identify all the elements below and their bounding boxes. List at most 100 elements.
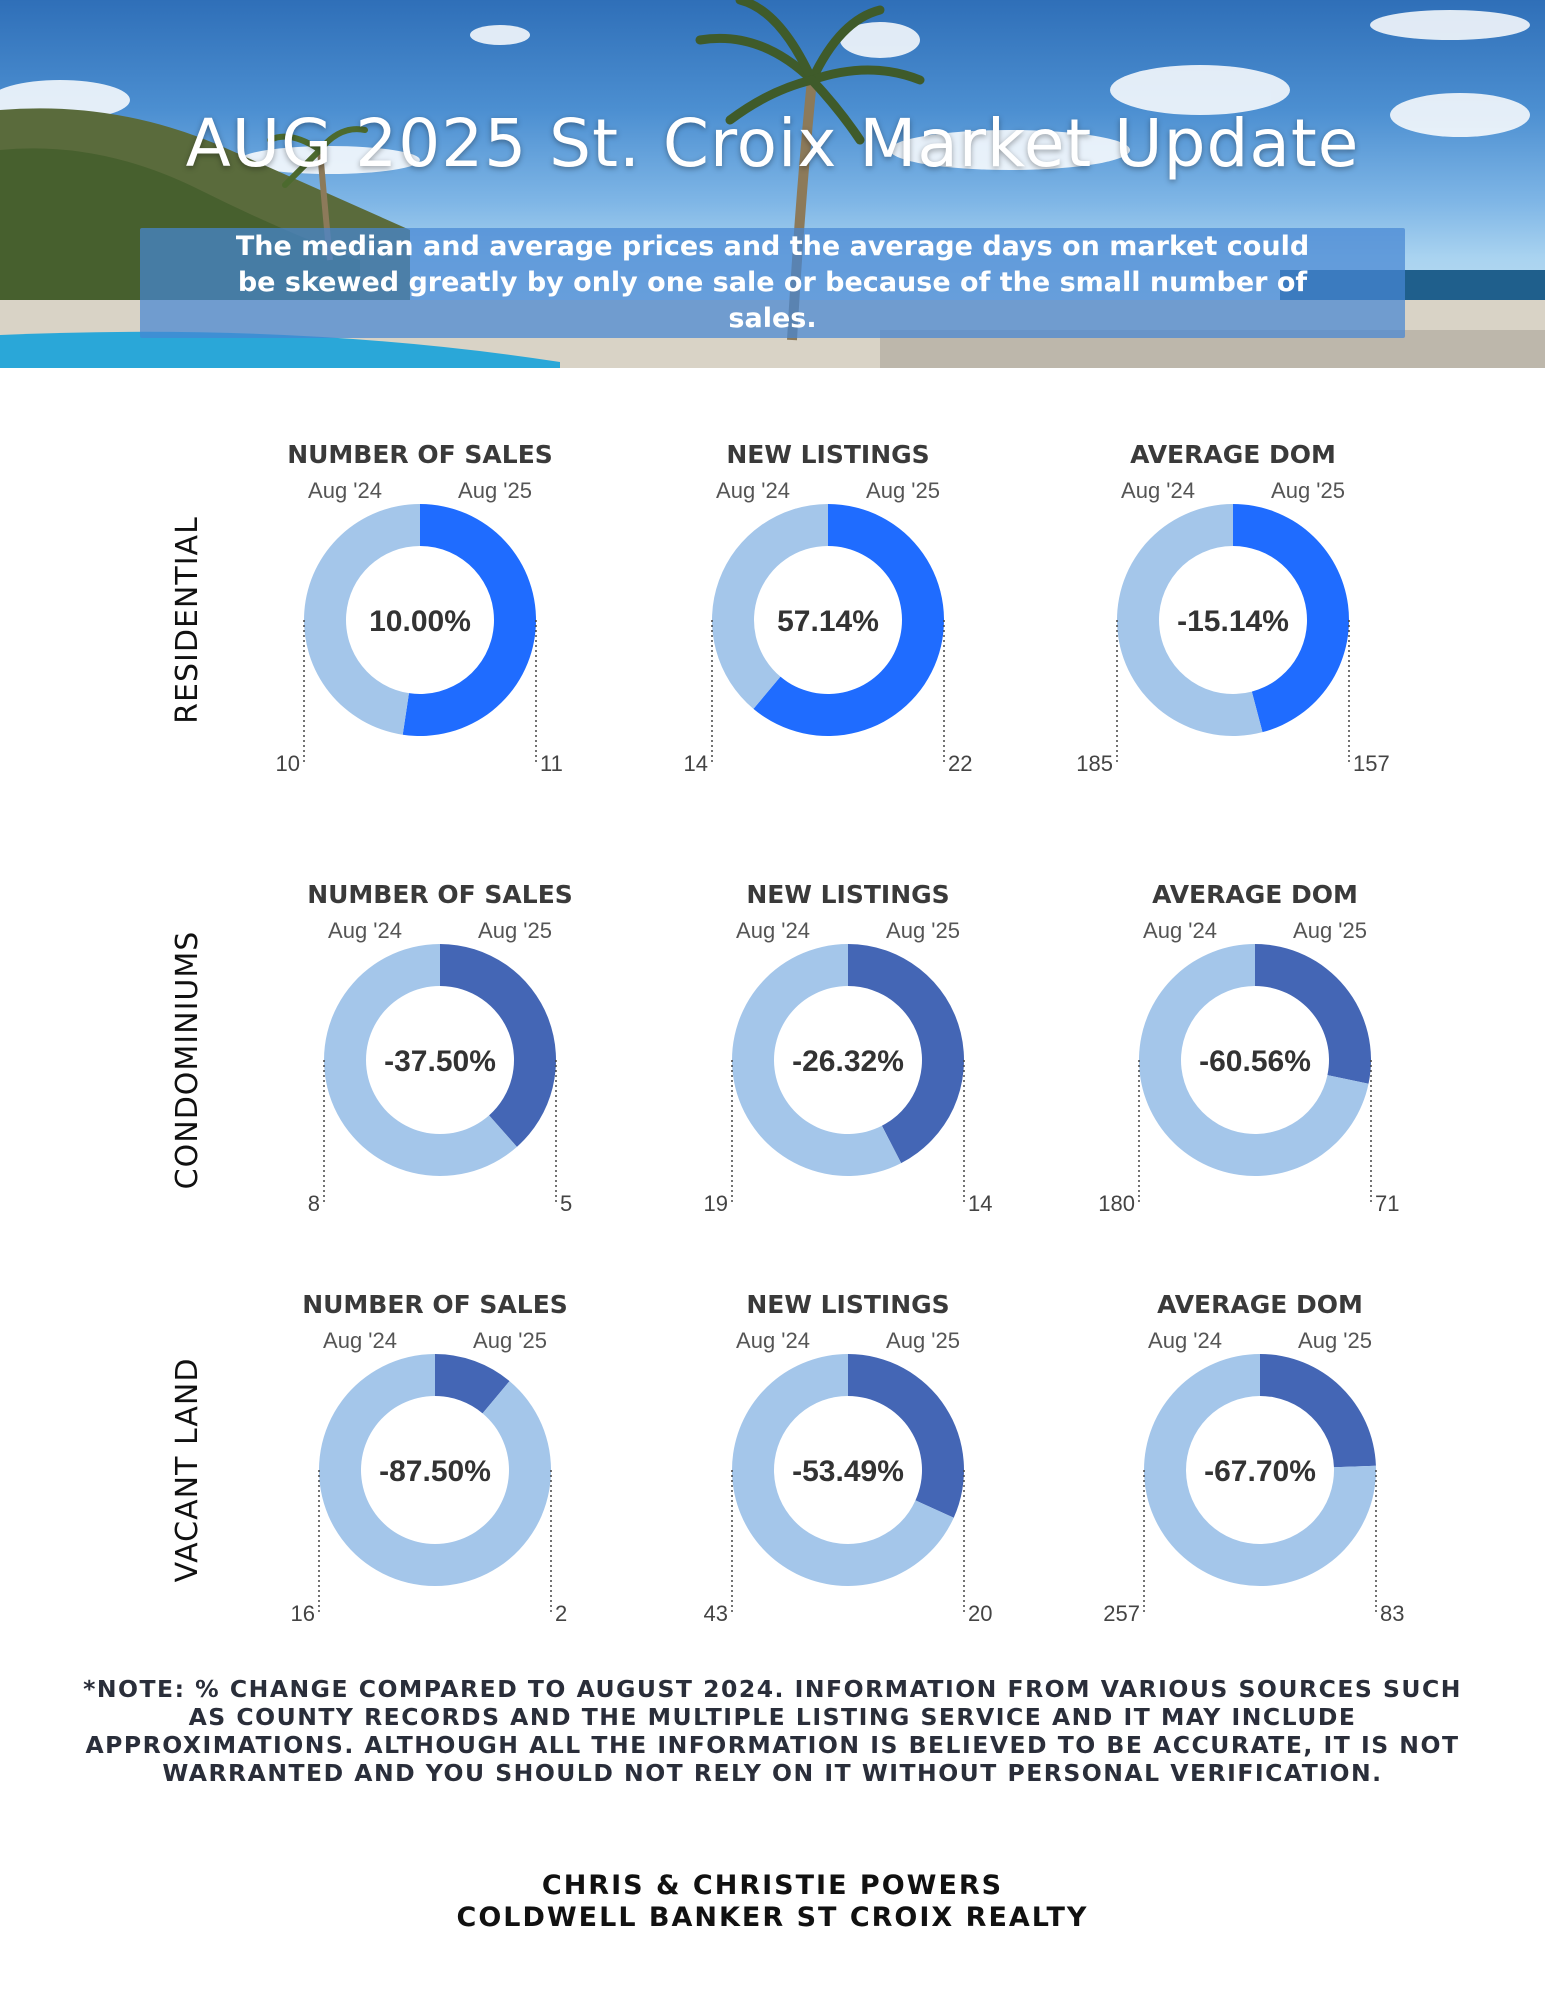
slice-current [1255,944,1371,1084]
chart-title: AVERAGE DOM [1130,440,1336,469]
value-label-current: 14 [968,1191,992,1216]
value-label-prior: 16 [291,1601,315,1626]
legend-label-prior: Aug '24 [736,918,810,943]
value-label-prior: 10 [276,751,300,776]
slice-prior [1139,944,1369,1176]
donut-chart: Aug '24 Aug '25 -15.14% 185 157 [1076,478,1390,776]
donut-chart-panel: NEW LISTINGS Aug '24 Aug '25 57.14% 14 22 [648,440,1008,800]
percent-change-label: -15.14% [1177,605,1289,638]
donut-chart: Aug '24 Aug '25 10.00% 10 11 [276,478,563,776]
value-label-prior: 185 [1076,751,1113,776]
percent-change-label: -37.50% [384,1045,496,1078]
chart-title: NEW LISTINGS [726,440,930,469]
value-label-current: 71 [1375,1191,1399,1216]
slice-current [753,504,944,736]
slice-current [402,504,536,736]
legend-label-current: Aug '25 [886,1328,960,1353]
legend-label-prior: Aug '24 [1121,478,1195,503]
legend-label-prior: Aug '24 [328,918,402,943]
row-label: VACANT LAND [170,1357,205,1583]
donut-chart-panel: AVERAGE DOM Aug '24 Aug '25 -60.56% 180 71 [1075,880,1435,1240]
slice-prior [1144,1354,1376,1586]
brokerage-name: COLDWELL BANKER ST CROIX REALTY [456,1902,1089,1933]
legend-label-prior: Aug '24 [1143,918,1217,943]
percent-change-label: -26.32% [792,1045,904,1078]
legend-label-current: Aug '25 [458,478,532,503]
disclaimer-text: The median and average prices and the av… [235,231,1310,334]
value-label-current: 11 [540,751,563,776]
chart-title: NUMBER OF SALES [307,880,573,909]
percent-change-label: -87.50% [379,1455,491,1488]
page-title: AUG 2025 St. Croix Market Update [185,105,1360,182]
slice-prior [319,1354,551,1586]
chart-title: NUMBER OF SALES [302,1290,568,1319]
chart-title: NUMBER OF SALES [287,440,553,469]
chart-title: NEW LISTINGS [746,1290,950,1319]
row-condominiums: CONDOMINIUMS NUMBER OF SALES Aug '24 Aug '2… [0,880,1545,1240]
percent-change-label: -60.56% [1199,1045,1311,1078]
donut-chart-panel: NUMBER OF SALES Aug '24 Aug '25 -87.50% 16 2 [255,1290,615,1650]
slice-prior [1117,504,1263,736]
value-label-prior: 43 [704,1601,728,1626]
value-label-current: 5 [560,1191,572,1216]
slice-current [440,944,556,1147]
value-label-prior: 8 [308,1191,320,1216]
slice-current [848,1354,964,1518]
donut-chart: Aug '24 Aug '25 -87.50% 16 2 [291,1328,568,1626]
donut-chart-panel: NUMBER OF SALES Aug '24 Aug '25 10.00% 10 11 [240,440,600,800]
donut-chart-panel: NEW LISTINGS Aug '24 Aug '25 -53.49% 43 20 [668,1290,1028,1650]
legend-label-prior: Aug '24 [736,1328,810,1353]
donut-chart-panel: AVERAGE DOM Aug '24 Aug '25 -67.70% 257 83 [1080,1290,1440,1650]
value-label-current: 157 [1353,751,1390,776]
slice-prior [712,504,828,709]
slice-prior [324,944,517,1176]
value-label-prior: 14 [684,751,708,776]
value-label-prior: 180 [1098,1191,1135,1216]
chart-title: AVERAGE DOM [1157,1290,1363,1319]
legend-label-prior: Aug '24 [323,1328,397,1353]
slice-current [1233,504,1349,733]
disclaimer-box: The median and average prices and the av… [140,228,1405,338]
donut-chart: Aug '24 Aug '25 -67.70% 257 83 [1103,1328,1404,1626]
value-label-current: 20 [968,1601,992,1626]
percent-change-label: 10.00% [369,605,471,638]
donut-chart: Aug '24 Aug '25 -26.32% 19 14 [704,918,993,1216]
chart-title: AVERAGE DOM [1152,880,1358,909]
footnote: *NOTE: % CHANGE COMPARED TO AUGUST 2024.… [83,1675,1462,1787]
percent-change-label: -67.70% [1204,1455,1316,1488]
value-label-prior: 257 [1103,1601,1140,1626]
legend-label-current: Aug '25 [1298,1328,1372,1353]
value-label-prior: 19 [704,1191,728,1216]
legend-label-current: Aug '25 [473,1328,547,1353]
row-label: RESIDENTIAL [170,516,205,724]
slice-current [1260,1354,1376,1468]
value-label-current: 83 [1380,1601,1404,1626]
legend-label-current: Aug '25 [1293,918,1367,943]
header-banner: AUG 2025 St. Croix Market Update The med… [0,0,1545,368]
legend-label-current: Aug '25 [866,478,940,503]
legend-label-current: Aug '25 [1271,478,1345,503]
donut-chart: Aug '24 Aug '25 -60.56% 180 71 [1098,918,1399,1216]
legend-label-prior: Aug '24 [308,478,382,503]
donut-chart: Aug '24 Aug '25 57.14% 14 22 [684,478,973,776]
donut-chart: Aug '24 Aug '25 -53.49% 43 20 [704,1328,993,1626]
slice-current [435,1354,510,1414]
chart-title: NEW LISTINGS [746,880,950,909]
row-vacant-land: VACANT LAND NUMBER OF SALES Aug '24 Aug '25… [0,1290,1545,1650]
legend-label-current: Aug '25 [478,918,552,943]
value-label-current: 2 [555,1601,567,1626]
slice-prior [732,1354,954,1586]
slice-prior [732,944,902,1176]
legend-label-prior: Aug '24 [1148,1328,1222,1353]
slice-current [848,944,964,1164]
slice-prior [303,504,420,735]
legend-label-current: Aug '25 [886,918,960,943]
percent-change-label: -53.49% [792,1455,904,1488]
donut-chart-panel: NUMBER OF SALES Aug '24 Aug '25 -37.50% 8 5 [260,880,620,1240]
value-label-current: 22 [948,751,972,776]
legend-label-prior: Aug '24 [716,478,790,503]
donut-chart-panel: AVERAGE DOM Aug '24 Aug '25 -15.14% 185 157 [1053,440,1413,800]
donut-chart-panel: NEW LISTINGS Aug '24 Aug '25 -26.32% 19 14 [668,880,1028,1240]
donut-chart: Aug '24 Aug '25 -37.50% 8 5 [308,918,573,1216]
row-label: CONDOMINIUMS [170,930,205,1190]
